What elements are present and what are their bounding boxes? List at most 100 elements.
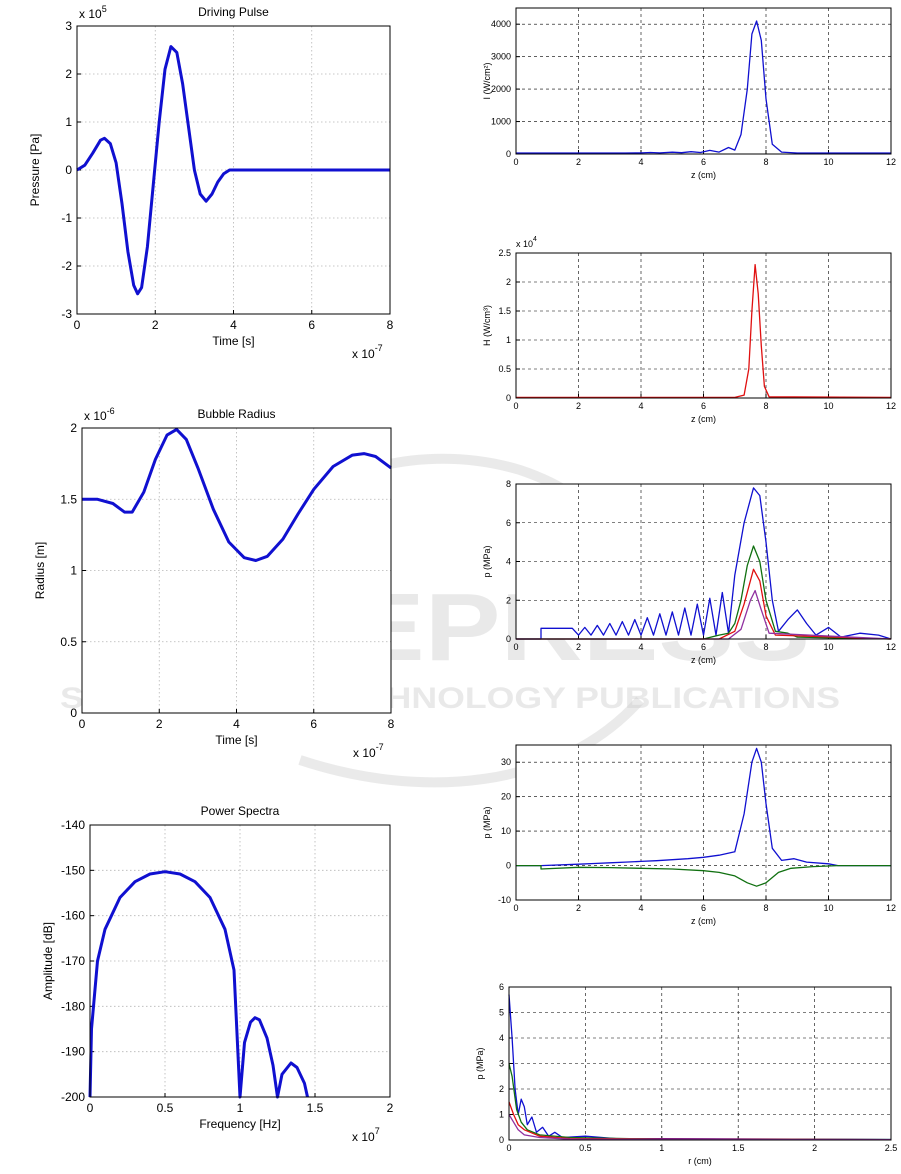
x-tick-label: 0 — [506, 1143, 511, 1153]
x-tick-label: 0 — [87, 1101, 94, 1115]
chart-power-spectra: 0 0.5 1 1.5 2 -200 -190 -180 -170 -160 -150 -140 Pow… — [41, 804, 394, 1144]
y-tick-label: 3 — [65, 19, 72, 33]
y-tick-label: 1 — [70, 564, 77, 578]
x-axis-label: Time [s] — [212, 334, 254, 348]
y-tick-label: 8 — [506, 479, 511, 489]
y-tick-label: 2 — [506, 277, 511, 287]
y-axis-multiplier: x 10-6 — [84, 406, 115, 423]
y-tick-label: 0 — [506, 861, 511, 871]
x-tick-label: 1 — [659, 1143, 664, 1153]
chart-driving-pulse: 0 2 4 6 8 -3 -2 -1 0 1 2 3 Driving Pulse Time [s] Pres… — [28, 4, 394, 361]
x-tick-label: 2 — [387, 1101, 394, 1115]
x-axis-label: Time [s] — [215, 733, 257, 747]
y-tick-label: 0 — [65, 163, 72, 177]
y-axis-multiplier: x 104 — [516, 236, 537, 249]
x-tick-label: 4 — [638, 401, 643, 411]
y-tick-label: -3 — [61, 307, 72, 321]
y-tick-label: 0 — [506, 149, 511, 159]
x-tick-label: 0 — [79, 717, 86, 731]
y-axis-label: H (W/cm³) — [482, 305, 492, 346]
x-tick-label: 2 — [576, 642, 581, 652]
x-tick-label: 2 — [576, 157, 581, 167]
y-axis-label: p (MPa) — [482, 806, 492, 838]
y-tick-label: 1 — [506, 335, 511, 345]
y-tick-label: 1 — [499, 1110, 504, 1120]
watermark-swoosh-lower-icon — [298, 696, 644, 788]
x-tick-label: 1 — [237, 1101, 244, 1115]
y-tick-label: 1.5 — [498, 306, 511, 316]
x-tick-label: 12 — [886, 642, 896, 652]
y-tick-label: 4 — [499, 1033, 504, 1043]
y-tick-label: -1 — [61, 211, 72, 225]
x-tick-label: 1.5 — [732, 1143, 745, 1153]
y-tick-label: 30 — [501, 757, 511, 767]
chart-bubble-radius: 0 2 4 6 8 0 0.5 1 1.5 2 Bubble Radius Time [s] Radiu… — [33, 406, 395, 760]
y-tick-label: 1000 — [491, 117, 511, 127]
y-tick-label: 4 — [506, 557, 511, 567]
series-line-2 — [516, 864, 891, 887]
x-tick-label: 4 — [233, 717, 240, 731]
y-tick-label: 20 — [501, 792, 511, 802]
series-line-1 — [516, 263, 892, 399]
x-axis-label: z (cm) — [691, 655, 716, 665]
y-tick-label: -180 — [61, 999, 85, 1013]
x-axis-label: z (cm) — [691, 916, 716, 926]
plot-border — [508, 986, 892, 1141]
x-tick-label: 4 — [638, 157, 643, 167]
y-tick-label: 5 — [499, 1008, 504, 1018]
y-tick-label: 2 — [499, 1084, 504, 1094]
y-tick-label: 10 — [501, 826, 511, 836]
x-axis-label: r (cm) — [688, 1156, 712, 1166]
x-tick-label: 0 — [513, 401, 518, 411]
y-axis-label: Radius [m] — [33, 542, 47, 599]
x-tick-label: 8 — [388, 717, 395, 731]
x-tick-label: 0.5 — [579, 1143, 592, 1153]
chart-title: Bubble Radius — [197, 407, 275, 421]
x-tick-label: 4 — [638, 642, 643, 652]
y-tick-label: -150 — [61, 863, 85, 877]
x-tick-label: 12 — [886, 157, 896, 167]
y-tick-label: 0.5 — [498, 364, 511, 374]
x-tick-label: 8 — [763, 642, 768, 652]
y-tick-label: -2 — [61, 259, 72, 273]
x-tick-label: 10 — [823, 642, 833, 652]
plot-border — [76, 25, 391, 315]
series-line-1 — [76, 45, 390, 296]
y-tick-label: -170 — [61, 954, 85, 968]
x-tick-label: 8 — [763, 401, 768, 411]
plot-border — [515, 744, 892, 901]
x-axis-label: z (cm) — [691, 414, 716, 424]
series-line-2 — [516, 545, 892, 640]
x-tick-label: 6 — [310, 717, 317, 731]
x-tick-label: 6 — [308, 318, 315, 332]
x-tick-label: 0.5 — [157, 1101, 174, 1115]
x-tick-label: 6 — [701, 401, 706, 411]
y-axis-label: p (MPa) — [482, 545, 492, 577]
series-line-1 — [516, 747, 891, 867]
chart-title: Power Spectra — [201, 804, 280, 818]
series-line-4 — [508, 1114, 892, 1141]
chart-heat-z: 0 2 4 6 8 10 12 0 0.5 1 1.5 2 2.5 z (cm) H (W/cm³) x 10… — [482, 236, 896, 424]
y-axis-label: p (MPa) — [475, 1047, 485, 1079]
x-tick-label: 6 — [701, 903, 706, 913]
y-tick-label: 2 — [70, 421, 77, 435]
chart-pressure-r: 0 0.5 1 1.5 2 2.5 0 1 2 3 4 5 6 r (cm) p (MPa) — [475, 982, 897, 1166]
chart-pressure-harmonics-z: 0 2 4 6 8 10 12 0 2 4 6 8 z (cm) p (MPa) — [482, 479, 896, 665]
y-tick-label: 6 — [506, 518, 511, 528]
y-tick-label: 2 — [506, 595, 511, 605]
y-tick-label: 3 — [499, 1059, 504, 1069]
y-tick-label: -10 — [498, 895, 511, 905]
series-line-3 — [516, 568, 892, 640]
plot-border — [81, 427, 392, 714]
plot-frame — [81, 427, 392, 714]
y-tick-label: -140 — [61, 818, 85, 832]
series-line-1 — [508, 994, 892, 1141]
y-tick-label: 0 — [499, 1135, 504, 1145]
chart-intensity-z: 0 2 4 6 8 10 12 0 1000 2000 3000 4000 z (cm) I (W/cm²… — [482, 7, 896, 180]
x-tick-label: 0 — [513, 157, 518, 167]
series-line-1 — [88, 870, 309, 1099]
x-tick-label: 12 — [886, 401, 896, 411]
x-tick-label: 2.5 — [885, 1143, 898, 1153]
